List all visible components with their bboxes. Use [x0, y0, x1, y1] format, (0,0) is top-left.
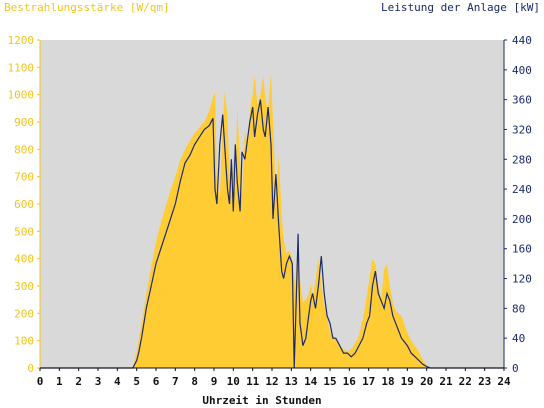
y-right-tick-label: 160	[512, 243, 532, 256]
x-tick-label: 23	[478, 375, 491, 388]
x-tick-label: 4	[114, 375, 121, 388]
x-tick-label: 11	[246, 375, 260, 388]
x-tick-label: 17	[362, 375, 375, 388]
x-tick-label: 21	[439, 375, 453, 388]
x-tick-label: 7	[172, 375, 179, 388]
y-right-tick-label: 440	[512, 34, 532, 47]
x-tick-label: 22	[459, 375, 472, 388]
left-ticks: 0 100 200 300 400 500 600 700 800 900 1000 1100 1200	[8, 34, 40, 375]
x-axis-label: Uhrzeit in Stunden	[202, 394, 321, 407]
left-axis-title: Bestrahlungsstärke [W/qm]	[4, 1, 170, 14]
y-right-tick-label: 240	[512, 183, 532, 196]
x-tick-label: 14	[304, 375, 318, 388]
series-layer	[40, 72, 504, 369]
y-left-tick-label: 1100	[8, 61, 35, 74]
x-tick-label: 3	[95, 375, 102, 388]
right-ticks: 0 40 80 120 160 200 240 280 320 360 400 440	[504, 34, 532, 375]
x-tick-label: 20	[420, 375, 433, 388]
right-axis-title: Leistung der Anlage [kW]	[381, 1, 540, 14]
x-tick-label: 9	[211, 375, 218, 388]
x-tick-label: 12	[265, 375, 278, 388]
y-left-tick-label: 700	[14, 171, 34, 184]
y-right-tick-label: 200	[512, 213, 532, 226]
x-tick-label: 8	[191, 375, 198, 388]
y-left-tick-label: 0	[27, 362, 34, 375]
x-tick-label: 1	[56, 375, 63, 388]
x-tick-label: 10	[227, 375, 240, 388]
y-right-tick-label: 360	[512, 94, 532, 107]
y-left-tick-label: 300	[14, 280, 34, 293]
x-tick-label: 15	[323, 375, 336, 388]
x-tick-label: 5	[133, 375, 140, 388]
y-left-tick-label: 200	[14, 307, 34, 320]
x-ticks: 0 1 2 3 4 5 6 7 8 9 10 11 12 13 14 15 16 17 18 19 20 21 22 23 24	[37, 368, 511, 388]
y-right-tick-label: 320	[512, 124, 532, 137]
x-tick-label: 24	[497, 375, 511, 388]
x-tick-label: 13	[285, 375, 298, 388]
x-tick-label: 0	[37, 375, 44, 388]
x-tick-label: 19	[401, 375, 414, 388]
y-left-tick-label: 1200	[8, 34, 35, 47]
y-right-tick-label: 0	[512, 362, 519, 375]
y-left-tick-label: 800	[14, 143, 34, 156]
y-left-tick-label: 600	[14, 198, 34, 211]
y-left-tick-label: 500	[14, 225, 34, 238]
y-left-tick-label: 100	[14, 335, 34, 348]
y-right-tick-label: 120	[512, 273, 532, 286]
x-tick-label: 2	[75, 375, 82, 388]
y-right-tick-label: 400	[512, 64, 532, 77]
irradiance-area	[40, 72, 504, 369]
y-right-tick-label: 40	[512, 332, 525, 345]
y-right-tick-label: 280	[512, 153, 532, 166]
x-tick-label: 6	[153, 375, 160, 388]
y-left-tick-label: 400	[14, 253, 34, 266]
y-left-tick-label: 1000	[8, 89, 35, 102]
y-right-tick-label: 80	[512, 302, 525, 315]
power-line	[40, 99, 504, 369]
x-tick-label: 16	[343, 375, 357, 388]
x-tick-label: 18	[381, 375, 394, 388]
y-left-tick-label: 900	[14, 116, 34, 129]
